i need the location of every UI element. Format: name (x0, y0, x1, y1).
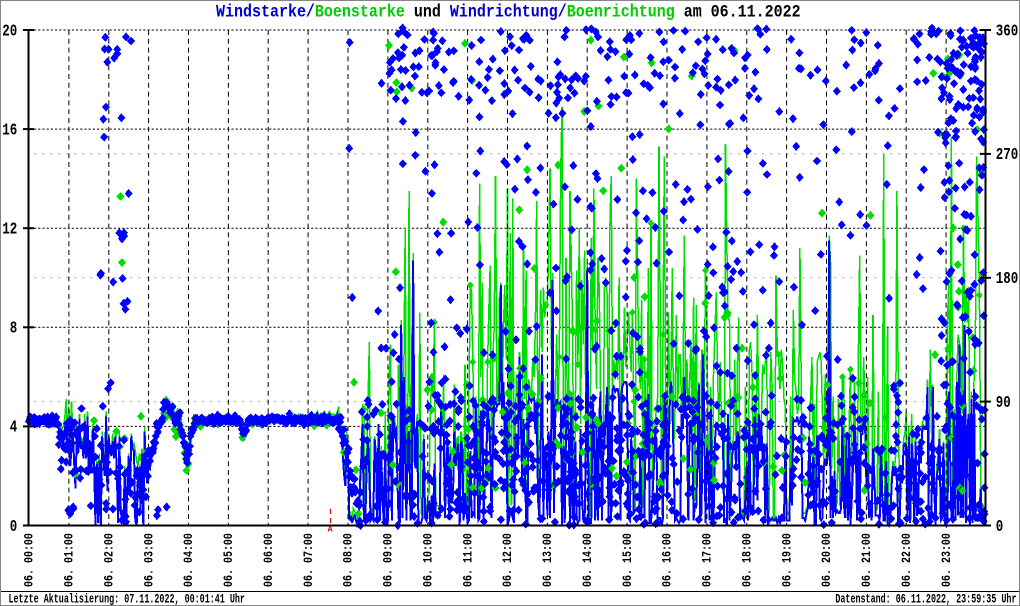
svg-text:06. 02:00: 06. 02:00 (102, 533, 117, 587)
svg-text:20: 20 (2, 23, 17, 41)
svg-text:180: 180 (996, 271, 1018, 289)
svg-text:06. 11:00: 06. 11:00 (461, 533, 476, 587)
svg-text:06. 08:00: 06. 08:00 (342, 533, 357, 587)
svg-text:06. 12:00: 06. 12:00 (501, 533, 516, 587)
svg-text:06. 15:00: 06. 15:00 (621, 533, 636, 587)
svg-text:06. 18:00: 06. 18:00 (740, 533, 755, 587)
svg-text:8: 8 (10, 320, 18, 338)
svg-text:06. 22:00: 06. 22:00 (900, 533, 915, 587)
svg-text:16: 16 (2, 122, 17, 140)
svg-text:4: 4 (10, 419, 18, 437)
svg-text:06. 03:00: 06. 03:00 (142, 533, 157, 587)
svg-text:06. 06:00: 06. 06:00 (262, 533, 277, 587)
svg-text:06. 13:00: 06. 13:00 (541, 533, 556, 587)
svg-text:06. 07:00: 06. 07:00 (302, 533, 317, 587)
svg-text:06. 00:00: 06. 00:00 (23, 533, 38, 587)
svg-text:06. 23:00: 06. 23:00 (940, 533, 955, 587)
svg-text:06. 16:00: 06. 16:00 (661, 533, 676, 587)
svg-text:360: 360 (996, 23, 1018, 41)
svg-text:06. 21:00: 06. 21:00 (860, 533, 875, 587)
svg-text:06. 10:00: 06. 10:00 (421, 533, 436, 587)
svg-text:270: 270 (996, 147, 1018, 165)
svg-text:06. 20:00: 06. 20:00 (820, 533, 835, 587)
svg-text:06. 14:00: 06. 14:00 (581, 533, 596, 587)
svg-text:06. 01:00: 06. 01:00 (63, 533, 78, 587)
svg-text:06. 17:00: 06. 17:00 (701, 533, 716, 587)
svg-text:Datenstand: 06.11.2022, 23:59:: Datenstand: 06.11.2022, 23:59:35 Uhr (835, 593, 1016, 606)
svg-text:0: 0 (996, 518, 1004, 536)
svg-text:12: 12 (2, 221, 17, 239)
svg-text:90: 90 (996, 395, 1011, 413)
svg-text:0: 0 (10, 518, 18, 536)
svg-text:06. 04:00: 06. 04:00 (182, 533, 197, 587)
svg-text:06. 05:00: 06. 05:00 (222, 533, 237, 587)
svg-text:A: A (328, 524, 334, 535)
svg-text:Windstarke/Boenstarke und Wind: Windstarke/Boenstarke und Windrichtung/B… (216, 1, 801, 21)
svg-text:06. 09:00: 06. 09:00 (382, 533, 397, 587)
svg-text:06. 19:00: 06. 19:00 (780, 533, 795, 587)
svg-text:Letzte Aktualisierung: 07.11.2: Letzte Aktualisierung: 07.11.2022, 00:01… (9, 593, 245, 606)
